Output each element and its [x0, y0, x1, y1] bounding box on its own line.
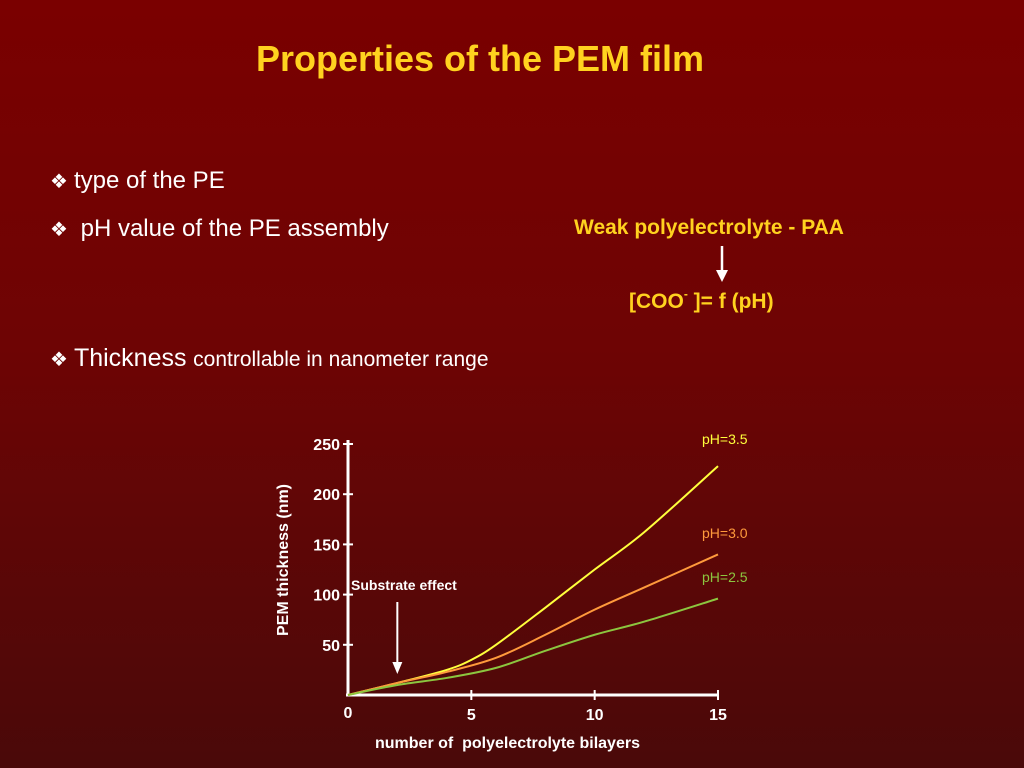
coo-suffix: ]= f (pH)	[687, 290, 774, 313]
diamond-bullet-icon: ❖	[50, 349, 68, 371]
bullet-ph-value-text: pH value of the PE assembly	[80, 215, 389, 242]
series-lines	[347, 465, 719, 696]
x-tick-label: 5	[467, 707, 476, 724]
bullet-thickness-detail: controllable in nanometer range	[193, 348, 489, 371]
down-arrow-icon	[716, 270, 728, 282]
series-line-ph-2-5	[347, 597, 719, 696]
x-tick-label: 10	[586, 707, 604, 724]
series-label: pH=3.0	[702, 525, 748, 541]
coo-equation: [COO- ]= f (pH)	[629, 287, 774, 314]
x-tick-label: 15	[709, 707, 727, 724]
y-tick-label: 150	[313, 537, 340, 554]
series-label: pH=2.5	[702, 569, 748, 585]
y-tick-label: 200	[313, 487, 340, 504]
weak-polyelectrolyte-label: Weak polyelectrolyte - PAA	[574, 216, 844, 239]
series-line-ph-3-0	[347, 553, 719, 696]
series-labels: pH=3.5 pH=3.0 pH=2.5	[702, 431, 748, 585]
y-tick-label: 100	[313, 588, 340, 605]
y-axis-label: PEM thickness (nm)	[275, 483, 292, 637]
substrate-effect-label: Substrate effect	[351, 577, 457, 593]
x-axis-label: number of polyelectrolyte bilayers	[375, 735, 640, 752]
x-ticks: 0 5 10 15	[344, 690, 727, 724]
coo-prefix: [COO	[629, 290, 684, 313]
slide-title: Properties of the PEM film	[255, 38, 705, 79]
diamond-bullet-icon: ❖	[50, 219, 68, 241]
y-tick-label: 250	[313, 437, 340, 454]
diamond-bullet-icon: ❖	[50, 171, 68, 193]
bullet-type-of-pe: ❖ type of the PE	[50, 167, 225, 195]
substrate-arrow-icon	[392, 662, 403, 674]
bullet-thickness: ❖ Thickness controllable in nanometer ran…	[50, 344, 489, 373]
bullet-type-of-pe-text: type of the PE	[73, 167, 225, 194]
y-tick-label: 50	[322, 638, 340, 655]
x-tick-label: 0	[344, 705, 353, 722]
coo-charge: -	[683, 287, 688, 301]
bullet-ph-value: ❖ pH value of the PE assembly	[50, 215, 389, 243]
bullet-thickness-heading: Thickness	[73, 344, 187, 372]
series-label: pH=3.5	[702, 431, 748, 447]
y-ticks: 50 100 150 200 250	[313, 437, 353, 655]
